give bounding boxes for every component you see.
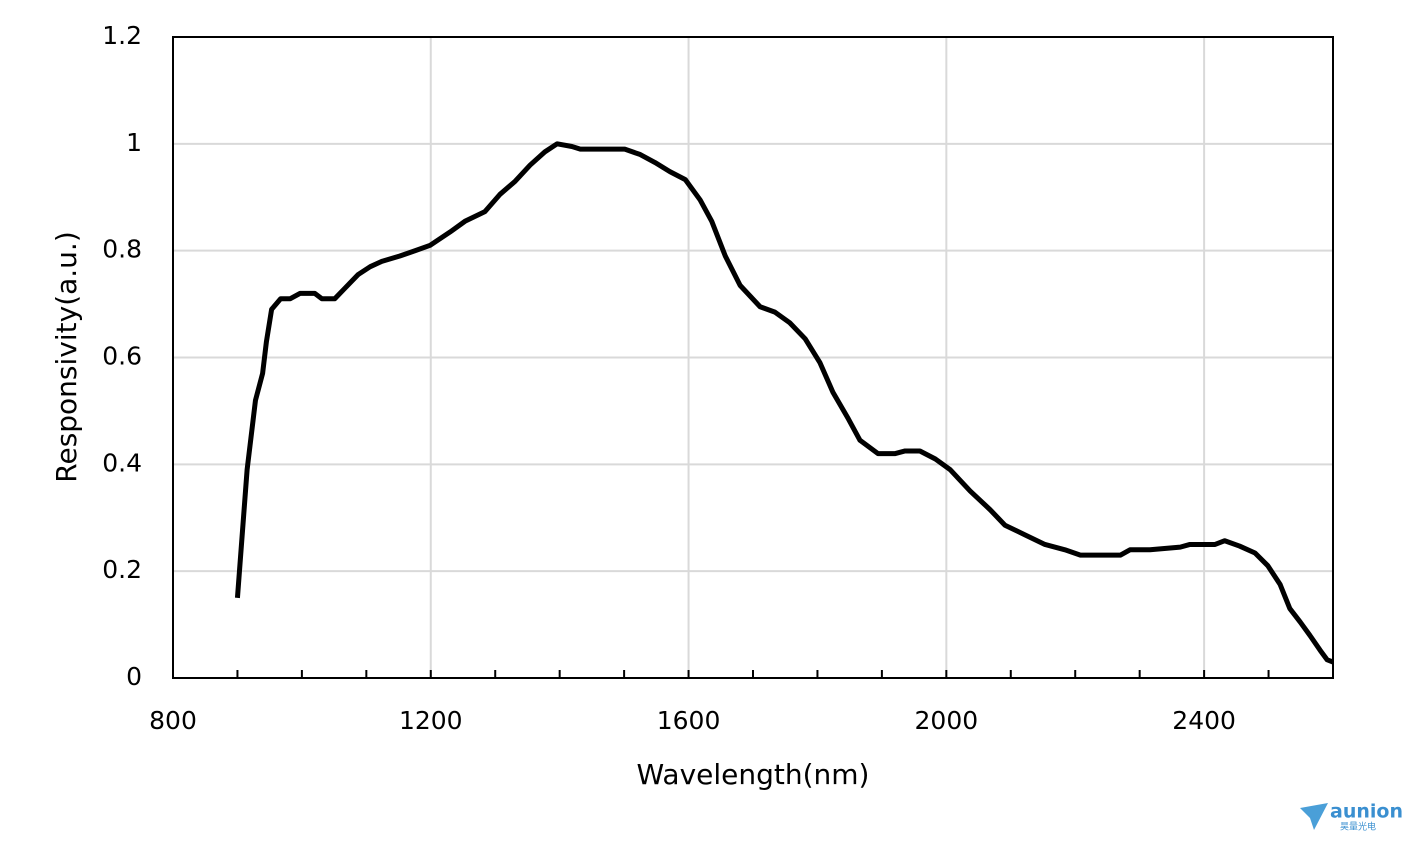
y-axis-label: Responsivity(a.u.) [50,231,83,482]
y-tick-label: 1 [126,128,142,157]
y-tick-label: 0.2 [102,555,142,584]
x-axis-label: Wavelength(nm) [637,758,870,791]
data-line [234,141,1334,665]
x-tick-label: 1200 [399,706,463,735]
y-tick-label: 0 [126,662,142,691]
x-tick-label: 1600 [657,706,721,735]
logo-icon [1300,803,1328,830]
y-tick-label: 0.4 [102,448,142,477]
x-tick-label: 2000 [915,706,979,735]
logo: aunion 昊量光电 [1300,801,1403,833]
x-tick-label: 800 [149,706,197,735]
x-tick-label: 2400 [1172,706,1236,735]
y-tick-label: 1.2 [102,21,142,50]
y-tick-label: 0.6 [102,342,142,371]
logo-name: aunion [1330,801,1403,823]
plot-frame [172,36,1334,679]
y-tick-label: 0.8 [102,235,142,264]
logo-subtitle: 昊量光电 [1340,821,1376,833]
